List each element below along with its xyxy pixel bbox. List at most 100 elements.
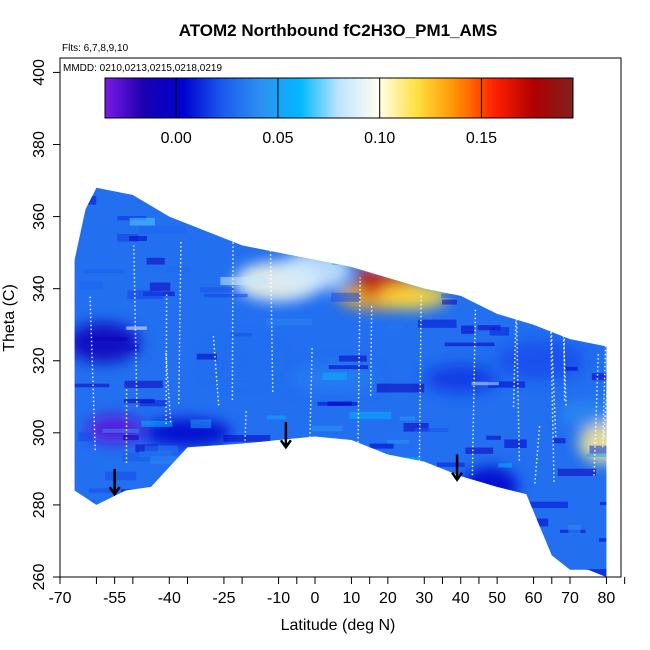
flight-track [89,295,96,451]
flight-track [369,305,373,396]
colorbar-ticks: 0.00 0.05 0.10 0.15 [161,78,497,147]
heatmap-cell [377,281,450,310]
heatmap-cell [444,342,495,347]
colorbar-tick-label: 0.05 [262,130,293,147]
heatmap-cell [320,236,336,245]
heatmap-cell [586,453,607,457]
heatmap-cell [120,507,147,514]
heatmap-cell [74,383,110,388]
heatmap-cell [414,428,449,433]
heatmap-cell [105,471,137,481]
marker-arrows [108,422,464,497]
heatmap-cell [376,383,425,393]
heatmap-cell [123,398,155,404]
heatmap-cell [325,473,360,480]
heatmap-cell [586,569,607,577]
heatmap-cell [122,435,139,441]
heatmap-cell [424,364,497,393]
flight-track [562,330,567,406]
heatmap-cell [595,264,607,270]
heatmap-cell [127,272,171,278]
x-tick-label: 10 [343,590,361,607]
plot-area [74,187,610,577]
x-tick-label: -10 [267,590,290,607]
heatmap-cell [78,432,92,442]
heatmap-cell [436,462,465,467]
heatmap-cell [591,373,607,381]
heatmap-cell [481,216,509,221]
heatmap-cell [223,435,271,442]
heatmap-cell [125,344,139,352]
heatmap-cell [479,270,525,279]
flight-track [593,351,600,476]
flight-track [609,249,610,440]
x-tick-label: 40 [452,590,470,607]
heatmap-cell [260,481,280,489]
heatmap-cell [324,509,344,517]
heatmap-cell [198,456,216,460]
heatmap-cell [266,415,286,420]
heatmap-cell [504,439,527,448]
heatmap-cell [83,269,125,273]
flight-track [307,347,313,486]
x-tick-label: 60 [525,590,543,607]
heatmap-cell [328,365,369,370]
x-tick-label: -40 [158,590,181,607]
heatmap-cell [201,475,236,480]
heatmap-cell [252,559,282,566]
flight-track [133,245,138,407]
heatmap-cell [578,423,607,464]
heatmap-cell [88,488,117,493]
heatmap-cell [598,538,607,542]
heatmap-cell [596,228,607,234]
x-tick-label: 20 [379,590,397,607]
heatmap-cell [379,499,419,507]
x-axis-label: Latitude (deg N) [281,617,396,634]
heatmap-cell [410,472,440,479]
heatmap-cell [102,428,139,433]
y-tick-label: 400 [31,59,48,86]
heatmap-cell [471,381,499,386]
x-tick-label: 70 [561,590,579,607]
flight-track [550,331,555,482]
heatmap-cell [79,280,103,290]
heatmap-cell [568,524,581,534]
heatmap-cell [505,518,549,527]
heatmap-cell [351,224,379,231]
heatmap-cell [381,487,412,492]
heatmap-cell [190,419,212,429]
heatmap-cell [461,466,518,507]
heatmap-cell [146,257,165,265]
x-tick-label: 30 [415,590,433,607]
heatmap-cell [417,319,457,328]
down-arrow [279,422,292,450]
heatmap-cell [311,425,343,432]
heatmap-cell [74,322,140,363]
colorbar-tick-label: 0.10 [364,130,395,147]
heatmap-cell [500,299,516,307]
heatmap-cell [484,490,517,498]
dates-subtitle: MMDD: 0210,0213,0215,0218,0219 [63,63,222,74]
heatmap-cell [465,447,494,454]
heatmap-cell [461,325,475,334]
x-tick-label: -70 [48,590,71,607]
y-tick-label: 280 [31,491,48,518]
heatmap-cell [381,220,417,225]
heatmap-cell [340,549,354,556]
heatmap-cell [139,226,186,234]
y-tick-label: 260 [31,564,48,591]
heatmap-cell [279,250,351,291]
flight-track [534,425,541,484]
colorbar-tick-label: 0.15 [466,130,497,147]
colorbar-gradient [104,77,574,119]
heatmap-cell [261,196,294,200]
heatmap-cell [421,211,465,218]
heatmap-cell [289,466,309,475]
y-axis: 260 280 300 320 340 360 380 400 [31,59,60,590]
heatmap-cell [495,305,510,311]
heatmap-cell [164,568,209,577]
heatmap-cell [509,276,560,280]
x-axis: -70 -55 -40 -25 -10 0 10 20 30 40 50 60 70 80 [48,577,626,607]
heatmap-cell [124,380,163,388]
